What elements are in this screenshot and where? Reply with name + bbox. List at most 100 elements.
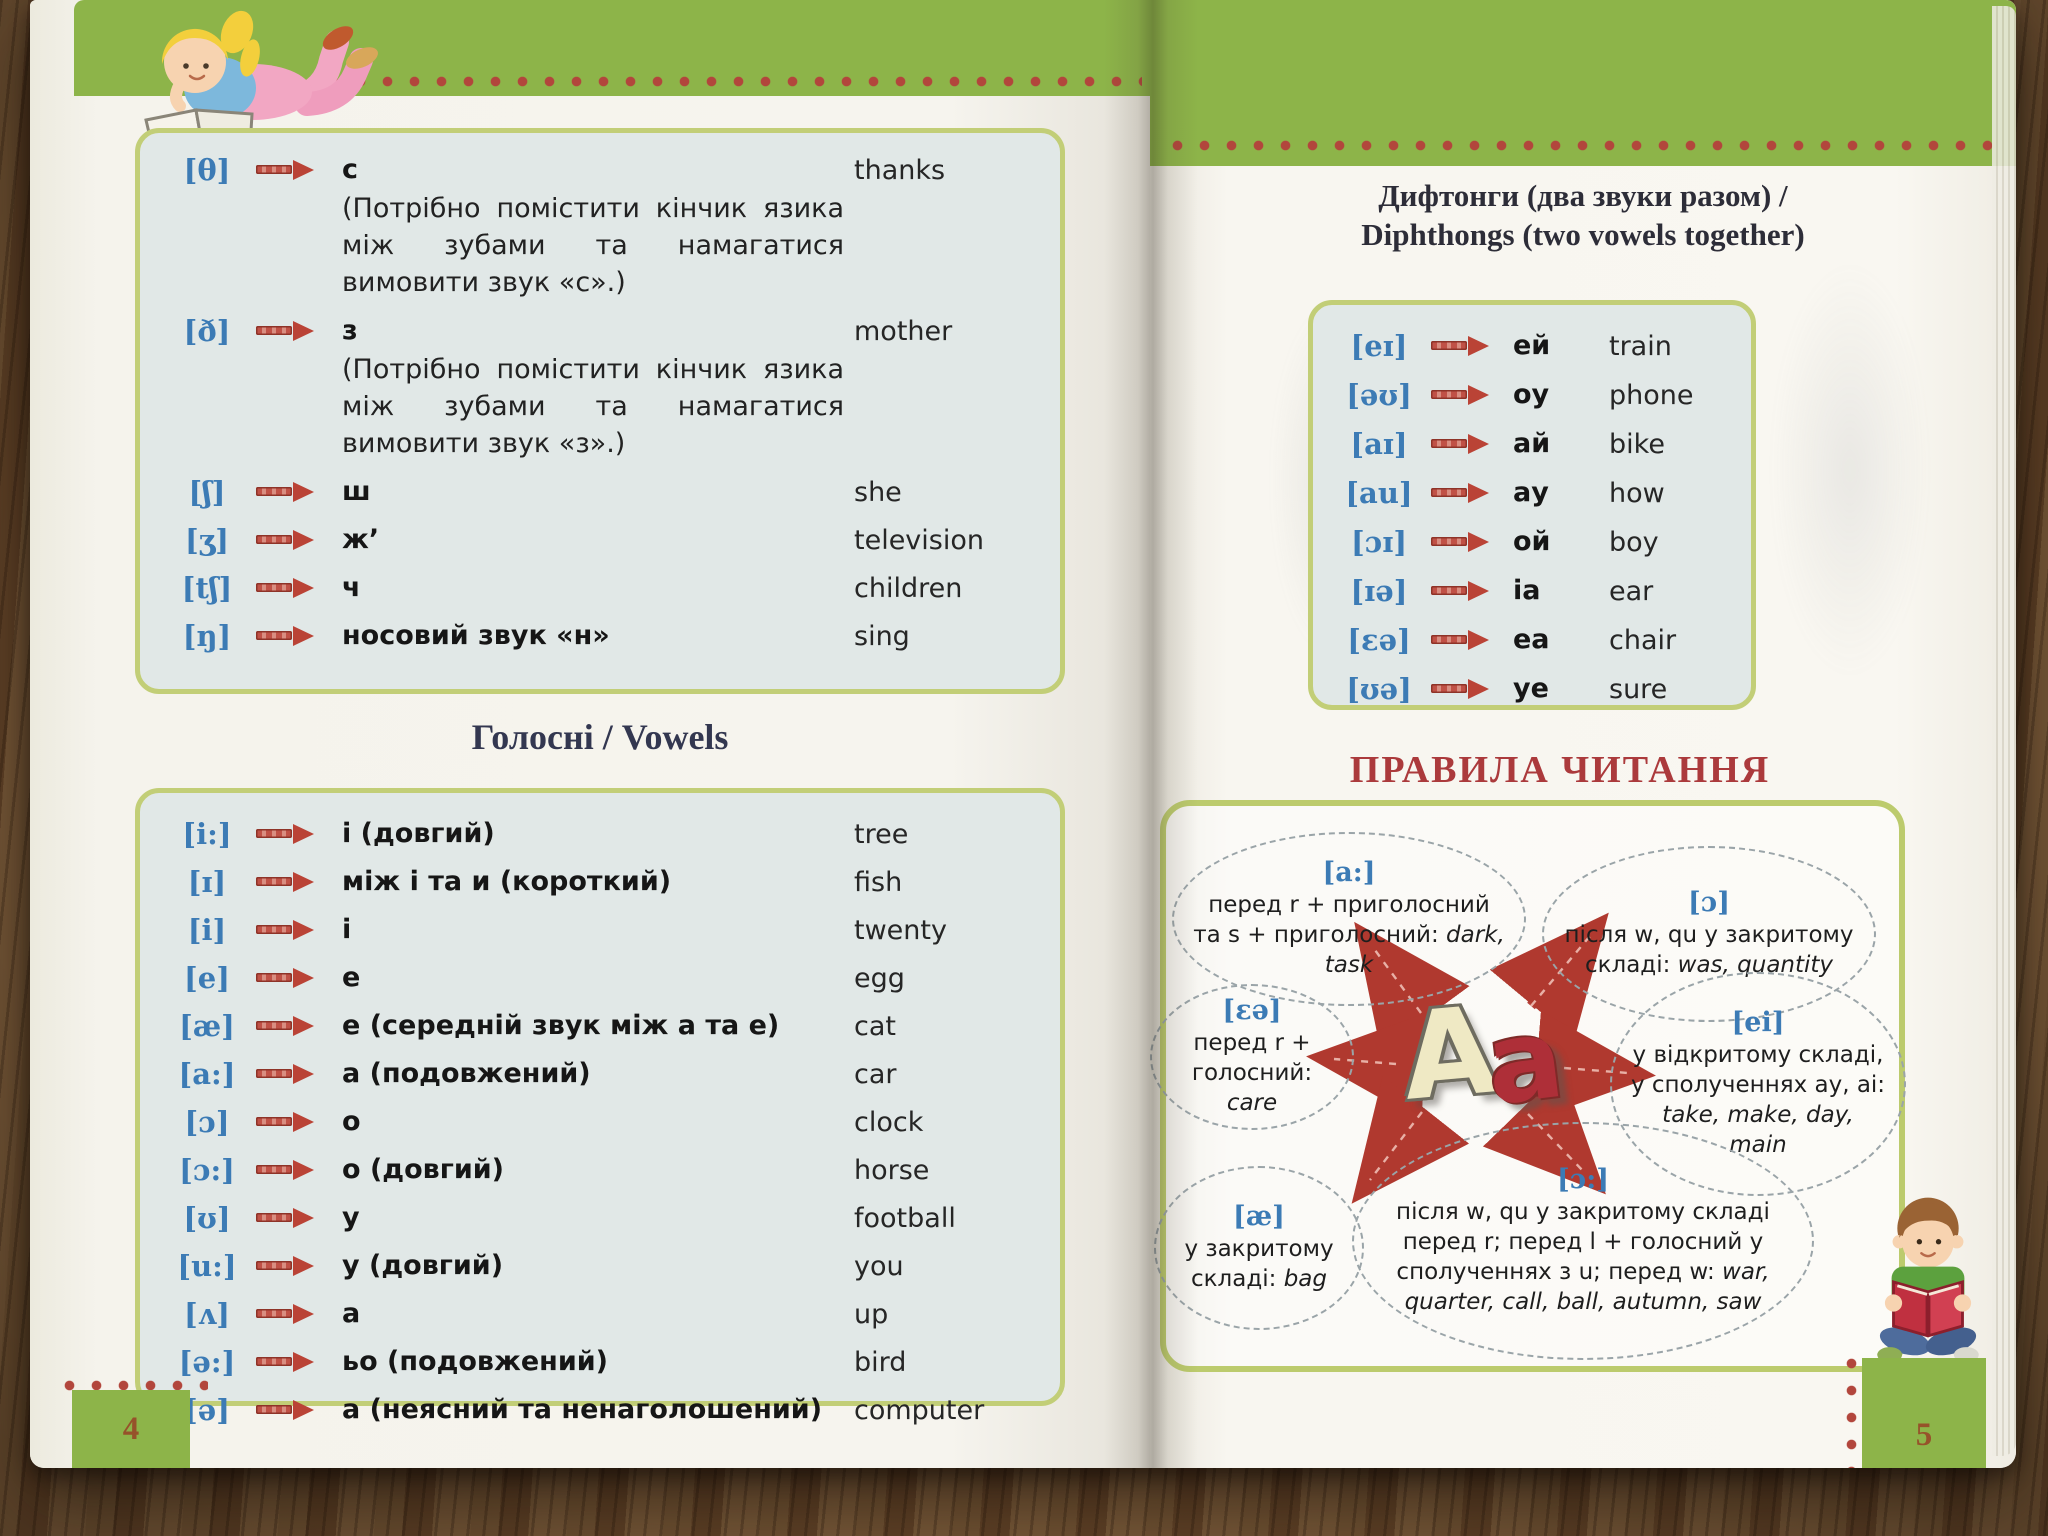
red-arrow-icon	[1431, 581, 1489, 601]
pronunciation-cell: носовий звук «н»	[342, 619, 854, 653]
reading-rules-heading: ПРАВИЛА ЧИТАННЯ	[1349, 749, 1771, 791]
phonetic-symbol: [ɪə]	[1350, 574, 1408, 608]
pronunciation-note: (Потрібно помістити кінчик язика між зуб…	[342, 193, 844, 298]
red-arrow-icon	[256, 1159, 314, 1180]
pronunciation-value: о (довгий)	[342, 1153, 505, 1185]
phonetic-symbol: [i]	[187, 912, 227, 947]
table-row: [tʃ] ч children	[164, 571, 1042, 606]
table-row: [au] ау how	[1333, 472, 1737, 515]
rule-oval-o-long: [ɔ:] після w, qu у закритому складі пере…	[1352, 1122, 1814, 1360]
phonetic-symbol: [au]	[1345, 476, 1413, 510]
table-row: [i] і twenty	[164, 906, 1042, 954]
pronunciation-cell: ш	[342, 475, 854, 509]
letter-small-a: a	[1478, 992, 1570, 1132]
pronunciation-cell: і (довгий)	[342, 817, 854, 851]
phonetic-symbol: [ð]	[183, 314, 231, 348]
phonetic-symbol: [tʃ]	[181, 571, 233, 605]
table-row: [æ] е (середній звук між а та е) cat	[164, 1002, 1042, 1050]
table-row: [e] е egg	[164, 954, 1042, 1002]
pronunciation-value: носовий звук «н»	[342, 620, 610, 651]
example-word: she	[854, 477, 902, 508]
phonetic-symbol: [ʊə]	[1346, 672, 1412, 706]
example-word: you	[854, 1250, 904, 1282]
table-row: [ŋ] носовий звук «н» sing	[164, 619, 1042, 654]
table-row: [ʃ] ш she	[164, 475, 1042, 510]
pronunciation-value: о	[342, 1105, 361, 1137]
red-arrow-icon	[1431, 336, 1489, 356]
example-word: phone	[1609, 380, 1694, 411]
red-arrow-icon	[256, 1351, 314, 1372]
phonetic-symbol: [ə:]	[178, 1344, 236, 1379]
table-row: [a:] а (подовжений) car	[164, 1050, 1042, 1098]
example-word: sing	[854, 621, 910, 652]
red-dotted-line	[56, 1380, 208, 1391]
red-arrow-icon	[1431, 434, 1489, 454]
pronunciation-cell: ой	[1513, 525, 1609, 559]
table-row: [ʌ] а up	[164, 1290, 1042, 1338]
phonetic-symbol: [e]	[184, 960, 230, 995]
example-word: computer	[854, 1394, 985, 1426]
pronunciation-cell: е	[342, 961, 854, 995]
example-word: twenty	[854, 914, 947, 946]
reading-rules-diagram: [a:] перед r + приголосний та s + пригол…	[1150, 800, 1906, 1372]
red-arrow-icon	[256, 919, 314, 940]
rule-text: після w, qu у закритому складі перед r; …	[1396, 1199, 1770, 1285]
phonetic-symbol: [ə]	[184, 1392, 230, 1427]
example-word: sure	[1609, 674, 1668, 705]
phonetic-symbol: [ɪ]	[187, 864, 227, 899]
table-row: [ʊ] у football	[164, 1194, 1042, 1242]
phonetic-symbol: [ɔ:]	[179, 1152, 235, 1187]
phonetic-symbol: [aɪ]	[1350, 427, 1408, 461]
pronunciation-value: е	[342, 961, 361, 993]
table-row: [ɪ] між і та и (короткий) fish	[164, 858, 1042, 906]
vowels-heading: Голосні / Vowels	[471, 717, 729, 757]
page-edges	[1992, 6, 2016, 1456]
pronunciation-value: між і та и (короткий)	[342, 865, 672, 897]
red-arrow-icon	[256, 578, 314, 598]
phonetic-symbol: [ʒ]	[185, 523, 229, 557]
rule-text: у відкритому складі, у сполученнях ay, a…	[1630, 1042, 1886, 1098]
red-arrow-icon	[256, 482, 314, 502]
example-word: car	[854, 1058, 897, 1090]
phonetic-symbol: [i:]	[182, 816, 232, 851]
rule-oval-a-long: [a:] перед r + приголосний та s + пригол…	[1172, 832, 1526, 1006]
table-row: [ɔ] о clock	[164, 1098, 1042, 1146]
pronunciation-cell: іа	[1513, 574, 1609, 608]
table-row: [ɛə] еа chair	[1333, 619, 1737, 662]
pronunciation-cell: у	[342, 1201, 854, 1235]
vowels-table: [i:] і (довгий) tree [ɪ] між і та и (кор…	[135, 788, 1065, 1427]
phonetic-symbol: [ɔ]	[184, 1104, 230, 1139]
pronunciation-value: ай	[1513, 428, 1551, 459]
table-row: [eɪ] ей train	[1333, 325, 1737, 368]
boy-reading-illustration	[1877, 1197, 1979, 1363]
pronunciation-value: ау	[1513, 477, 1549, 508]
phonetic-symbol: [a:]	[178, 1056, 236, 1091]
table-row: [ʊə] уе sure	[1333, 668, 1737, 711]
table-row: [ɔɪ] ой boy	[1333, 521, 1737, 564]
pronunciation-value: уе	[1513, 673, 1549, 704]
pronunciation-value: е (середній звук між а та е)	[342, 1009, 780, 1041]
red-arrow-icon	[256, 1063, 314, 1084]
phonetic-symbol: [əʊ]	[1346, 378, 1412, 412]
rule-examples: care	[1226, 1090, 1278, 1116]
red-arrow-icon	[1431, 483, 1489, 503]
rule-text: у закритому складі:	[1184, 1236, 1334, 1292]
example-word: horse	[854, 1154, 930, 1186]
red-arrow-icon	[256, 1255, 314, 1276]
example-word: fish	[854, 866, 903, 898]
pronunciation-value: ьо (подовжений)	[342, 1345, 609, 1377]
pronunciation-cell: ж’	[342, 523, 854, 557]
red-dotted-line	[1846, 1350, 1857, 1468]
pronunciation-cell: е (середній звук між а та е)	[342, 1009, 854, 1043]
pronunciation-cell: оу	[1513, 378, 1609, 412]
table-row: [i:] і (довгий) tree	[164, 810, 1042, 858]
rule-text: перед r + голосний:	[1191, 1030, 1313, 1086]
example-word: boy	[1609, 527, 1659, 558]
diphthongs-title: Дифтонги (два звуки разом) / Diphthongs …	[1160, 176, 2006, 254]
pronunciation-value: іа	[1513, 575, 1541, 606]
example-word: bird	[854, 1346, 907, 1378]
table-row: [ə] а (неясний та ненаголошений) compute…	[164, 1386, 1042, 1434]
red-arrow-icon	[1431, 532, 1489, 552]
red-arrow-icon	[1431, 679, 1489, 699]
example-word: mother	[854, 316, 953, 347]
